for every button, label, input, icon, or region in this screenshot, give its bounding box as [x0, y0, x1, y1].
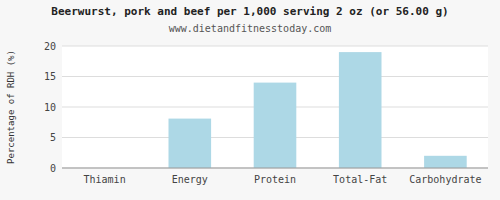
subtitle: www.dietandfitnesstoday.com: [169, 23, 332, 34]
chart-svg: Beerwurst, pork and beef per 1,000 servi…: [0, 0, 500, 200]
grid-line: [62, 76, 488, 77]
bar: [169, 119, 212, 168]
grid-line: [62, 46, 488, 47]
bar: [254, 83, 297, 168]
bar: [339, 52, 382, 168]
x-axis-line: [62, 168, 488, 169]
x-tick-label: Total-Fat: [333, 174, 387, 185]
x-tick-label: Energy: [172, 174, 208, 185]
title: Beerwurst, pork and beef per 1,000 servi…: [51, 5, 448, 18]
y-tick-label: 10: [44, 102, 56, 113]
y-tick-label: 15: [44, 71, 56, 82]
plot-area: [62, 46, 488, 168]
grid-line: [62, 168, 488, 169]
y-tick-label: 5: [50, 132, 56, 143]
x-tick-label: Protein: [254, 174, 296, 185]
y-axis-label: Percentage of RDH (%): [6, 50, 16, 164]
y-tick-label: 0: [50, 163, 56, 174]
chart-container: Beerwurst, pork and beef per 1,000 servi…: [0, 0, 500, 200]
x-tick-label: Thiamin: [84, 174, 126, 185]
y-tick-label: 20: [44, 41, 56, 52]
bar: [424, 156, 467, 168]
bars: [169, 52, 467, 168]
x-tick-label: Carbohydrate: [409, 174, 481, 185]
